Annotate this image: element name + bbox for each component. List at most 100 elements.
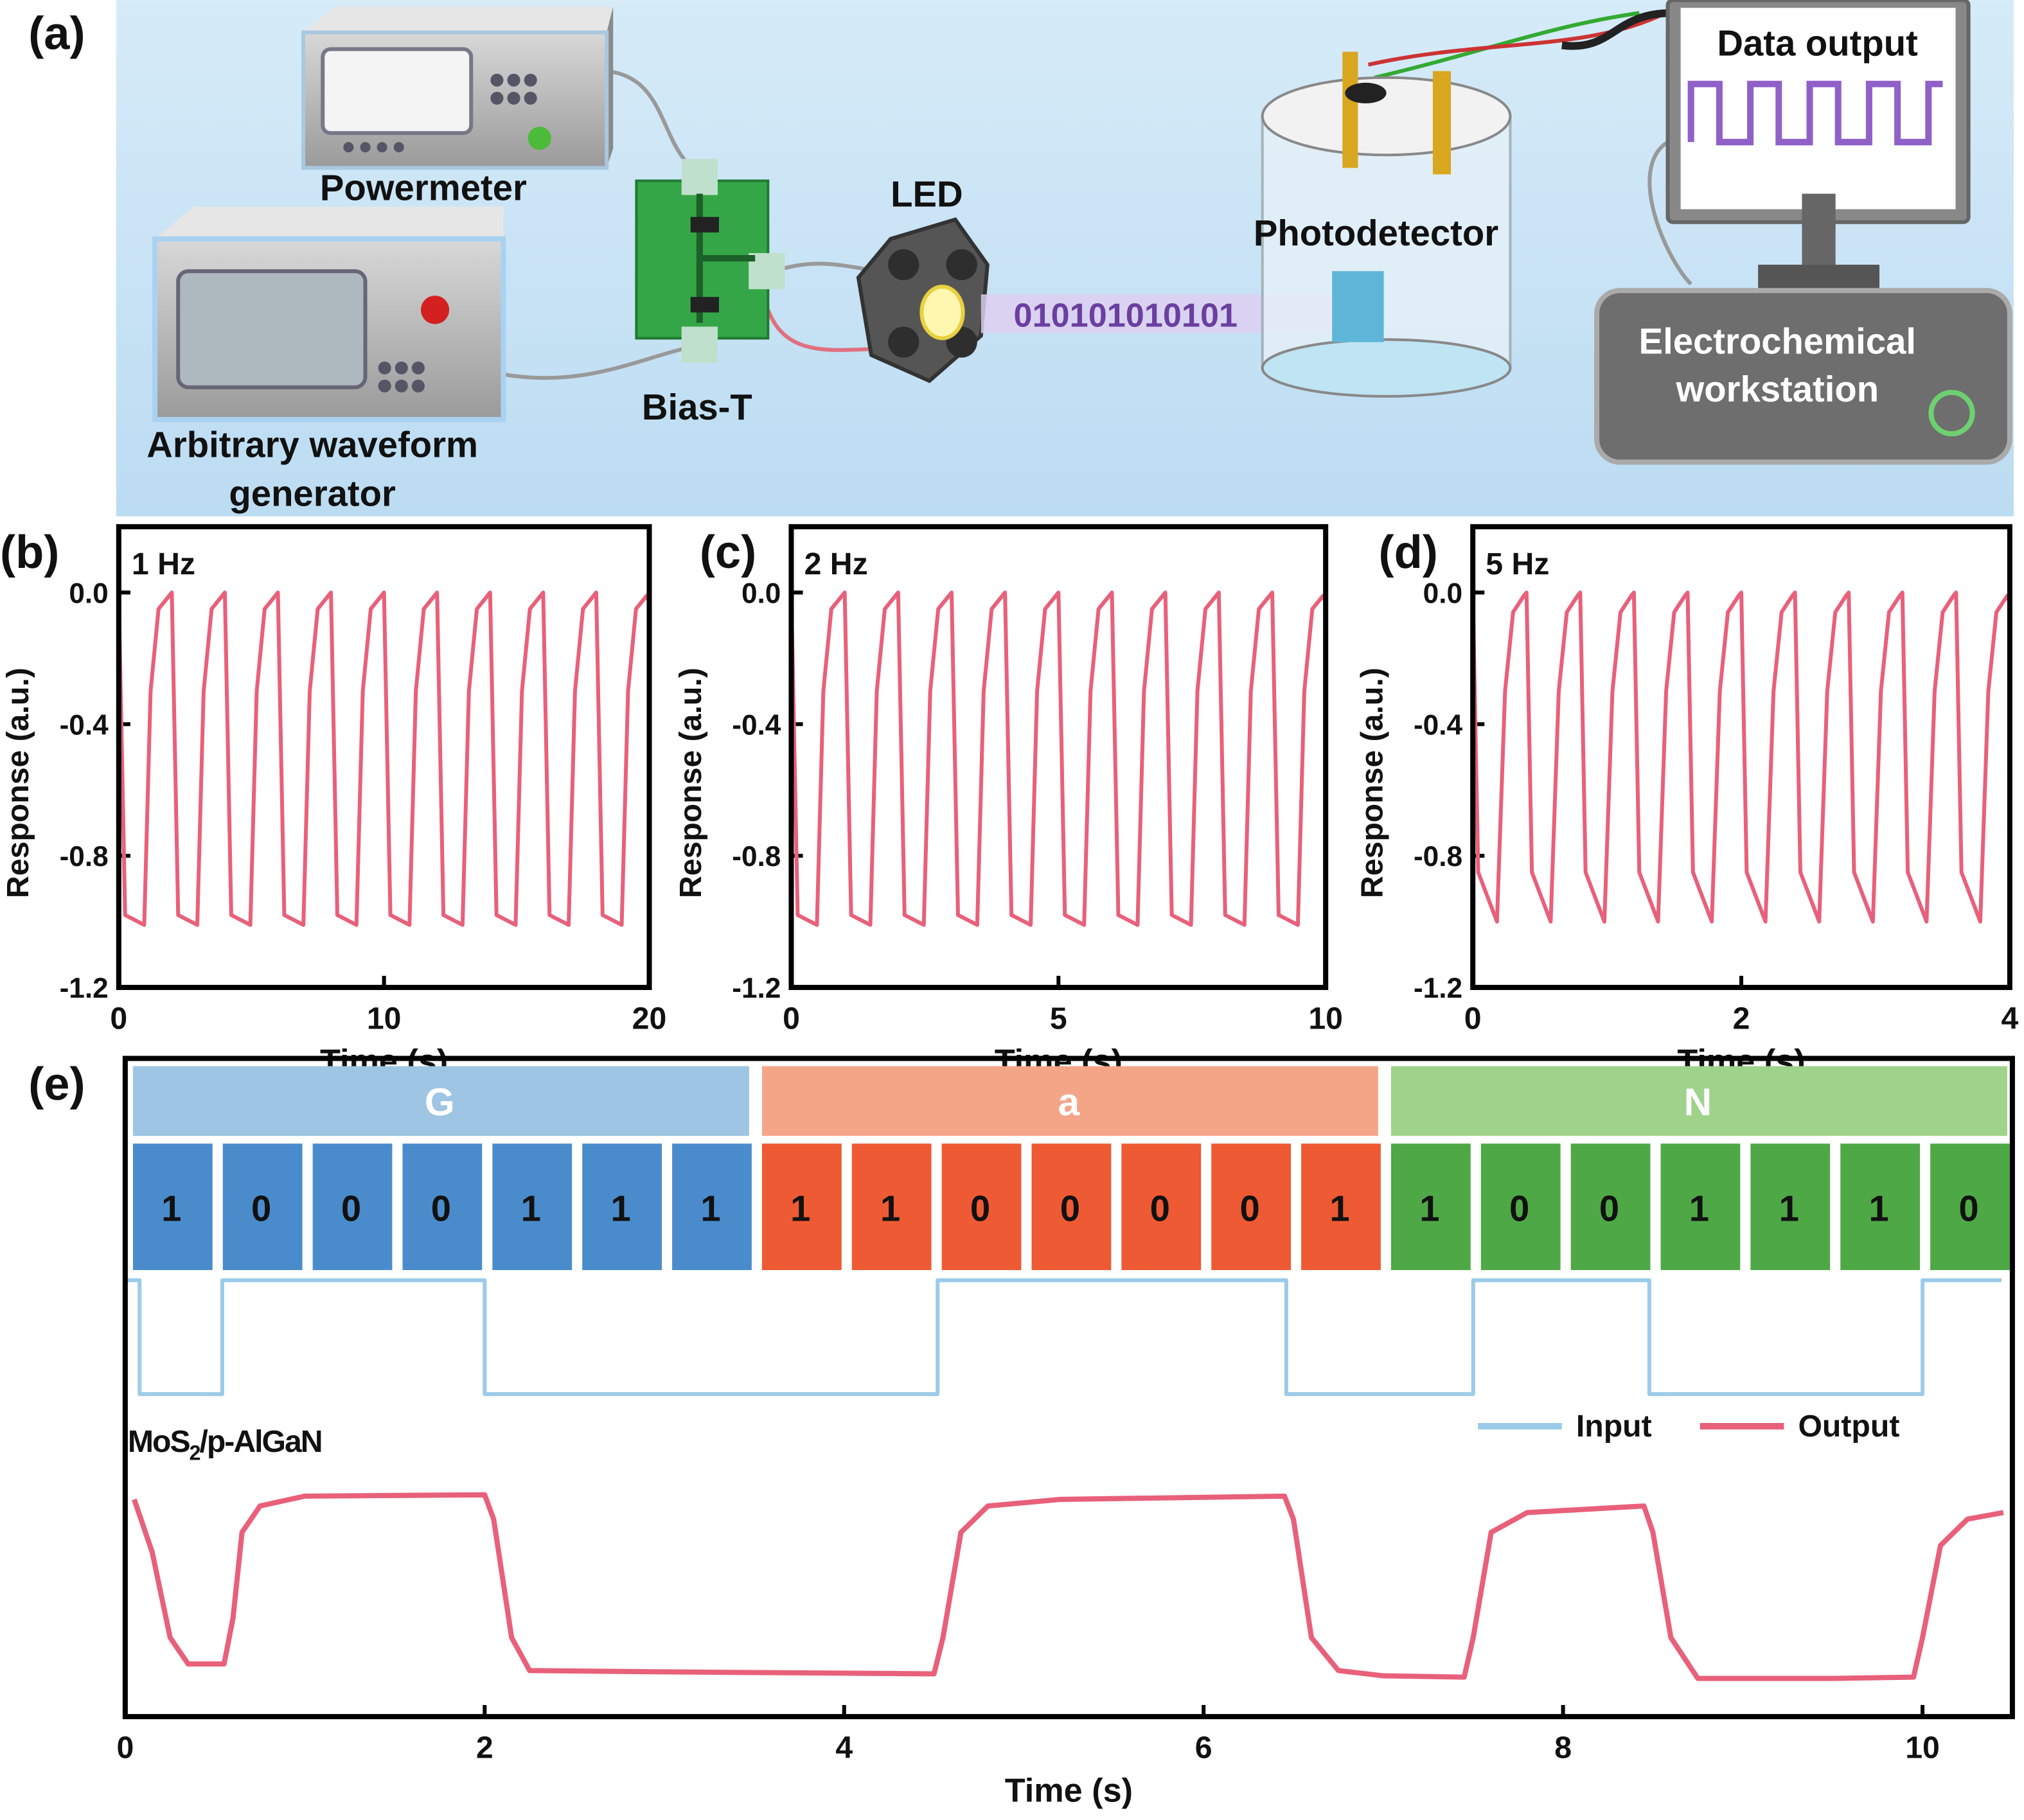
panel-label: (b): [0, 527, 59, 578]
bias-t-label: Bias-T: [642, 387, 752, 427]
letter-band: [1390, 1066, 2007, 1136]
plot-frame: [122, 1056, 2015, 1720]
bit-label: 1: [521, 1188, 541, 1229]
bit-label: 0: [251, 1188, 271, 1229]
y-tick-label: -1.2: [732, 973, 781, 1004]
y-tick-label: 0.0: [1423, 578, 1462, 609]
powermeter-device: [301, 6, 614, 170]
letter-band: [132, 1066, 749, 1136]
letter-band: [761, 1066, 1378, 1136]
x-tick-label: 4: [835, 1730, 853, 1765]
bit-label: 0: [1239, 1188, 1259, 1229]
bit-box: [582, 1144, 662, 1270]
waveform-generator-label: generator: [229, 473, 396, 514]
bit-box: [222, 1144, 303, 1270]
bit-label: 1: [880, 1188, 900, 1229]
bit-box: [1211, 1144, 1292, 1270]
x-tick-label: 10: [1905, 1730, 1940, 1765]
led-label: LED: [891, 174, 963, 215]
x-tick-label: 2: [1733, 1001, 1750, 1036]
annotation: 2 Hz: [804, 547, 868, 581]
y-tick-label: -0.8: [732, 841, 781, 872]
x-tick-label: 20: [632, 1001, 667, 1036]
y-tick-label: -0.8: [1414, 841, 1462, 872]
y-tick-label: -1.2: [1414, 973, 1462, 1004]
annotation: 1 Hz: [132, 547, 195, 581]
bit-box: [672, 1144, 752, 1270]
y-tick-label: -1.2: [60, 973, 109, 1004]
waveform-generator-device: [152, 206, 506, 423]
legend-label: Output: [1798, 1409, 1899, 1444]
bit-label: 1: [1779, 1188, 1799, 1229]
workstation-label: workstation: [1675, 369, 1879, 409]
led-device: [856, 217, 990, 384]
workstation-label: Electrochemical: [1639, 321, 1916, 362]
bit-box: [1570, 1144, 1651, 1270]
data-output-label: Data output: [1717, 23, 1918, 64]
bit-box: [1121, 1144, 1202, 1270]
data-line: [789, 590, 1327, 927]
monitor: [1665, 0, 1971, 291]
y-tick-label: -0.4: [1414, 709, 1463, 741]
bit-box: [132, 1144, 213, 1270]
letter-label: G: [425, 1080, 455, 1124]
bit-box: [1301, 1144, 1381, 1270]
data-line: [125, 1278, 2002, 1397]
annotation-part: 2: [190, 1441, 200, 1464]
bit-box: [492, 1144, 573, 1270]
bit-label: 1: [1689, 1188, 1709, 1229]
annotation: MoS2/p-AlGaN: [128, 1424, 322, 1464]
plot-frame: [788, 524, 1329, 991]
y-tick-label: -0.4: [732, 709, 781, 741]
bit-box: [402, 1144, 483, 1270]
waveform-generator-label: Arbitrary waveform: [146, 424, 478, 464]
bit-label: 1: [1869, 1188, 1888, 1229]
panel-label: (d): [1379, 527, 1438, 578]
bit-label: 0: [1958, 1188, 1978, 1229]
y-axis-label: Response (a.u.): [1355, 667, 1390, 898]
y-tick-label: 0.0: [69, 578, 108, 609]
workstation-device: [1594, 288, 2012, 465]
y-tick-label: -0.8: [60, 841, 109, 872]
bit-label: 1: [790, 1188, 810, 1229]
bit-label: 0: [1509, 1188, 1529, 1229]
x-tick-label: 10: [367, 1001, 402, 1036]
bit-label: 0: [341, 1188, 361, 1229]
bit-box: [1840, 1144, 1921, 1270]
x-tick-label: 0: [110, 1001, 127, 1036]
x-axis-label: Time (s): [1005, 1772, 1133, 1810]
bit-label: 0: [1599, 1188, 1619, 1229]
photodetector-label: Photodetector: [1254, 213, 1498, 253]
signal-label: 010101010101: [1014, 297, 1238, 334]
bit-box: [1750, 1144, 1831, 1270]
bit-box: [1660, 1144, 1741, 1270]
letter-label: a: [1058, 1080, 1080, 1124]
bit-box: [1031, 1144, 1112, 1270]
bit-label: 1: [161, 1188, 181, 1229]
bit-label: 0: [1150, 1188, 1170, 1229]
x-tick-label: 10: [1308, 1001, 1343, 1036]
plot-frame: [116, 524, 652, 991]
x-tick-label: 5: [1050, 1001, 1067, 1036]
x-tick-label: 6: [1195, 1730, 1212, 1765]
x-tick-label: 0: [1464, 1001, 1482, 1036]
x-tick-label: 2: [476, 1730, 493, 1765]
bit-box: [1930, 1144, 2010, 1270]
x-tick-label: 0: [116, 1730, 134, 1765]
legend-label: Input: [1576, 1409, 1652, 1444]
data-line: [116, 590, 652, 927]
bit-label: 1: [1419, 1188, 1439, 1229]
panel-label: (c): [700, 527, 756, 578]
bit-label: 1: [700, 1188, 720, 1229]
panel-label: (a): [28, 8, 85, 60]
bias-t-board: [635, 159, 785, 363]
photodetector-cell: [1261, 51, 1512, 398]
bit-box: [761, 1144, 842, 1270]
bit-box: [1480, 1144, 1561, 1270]
x-tick-label: 0: [783, 1001, 800, 1036]
cables: [502, 9, 1692, 380]
bit-box: [1390, 1144, 1471, 1270]
bit-label: 0: [1060, 1188, 1080, 1229]
